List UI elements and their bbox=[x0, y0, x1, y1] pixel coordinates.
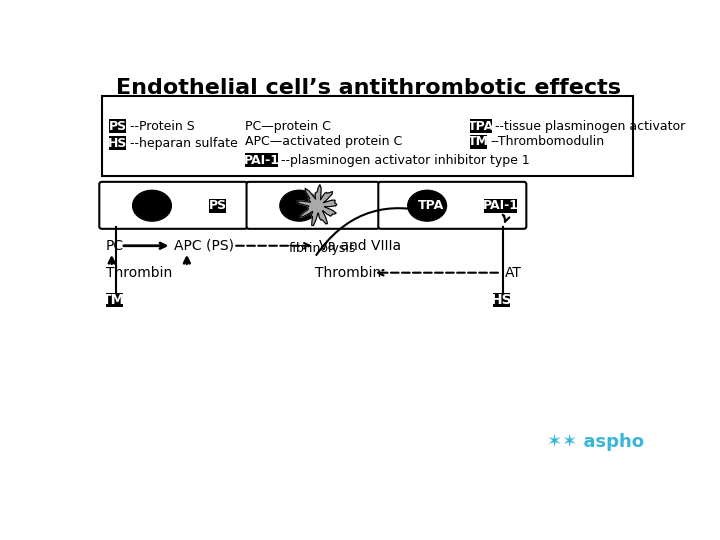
FancyBboxPatch shape bbox=[106, 293, 122, 307]
Text: TPA: TPA bbox=[418, 199, 444, 212]
FancyBboxPatch shape bbox=[378, 182, 526, 229]
FancyBboxPatch shape bbox=[493, 293, 510, 307]
Text: Va and VIIIa: Va and VIIIa bbox=[319, 239, 401, 253]
Text: --heparan sulfate: --heparan sulfate bbox=[130, 137, 238, 150]
Text: --Protein S: --Protein S bbox=[130, 120, 194, 133]
FancyBboxPatch shape bbox=[210, 199, 226, 213]
FancyBboxPatch shape bbox=[109, 119, 127, 133]
Text: Endothelial cell’s antithrombotic effects: Endothelial cell’s antithrombotic effect… bbox=[117, 78, 621, 98]
FancyBboxPatch shape bbox=[99, 182, 248, 229]
FancyBboxPatch shape bbox=[469, 119, 492, 133]
FancyBboxPatch shape bbox=[245, 153, 279, 167]
FancyBboxPatch shape bbox=[246, 182, 379, 229]
Text: Thrombin: Thrombin bbox=[315, 266, 381, 280]
FancyBboxPatch shape bbox=[484, 199, 518, 213]
Text: fibrinolysis: fibrinolysis bbox=[289, 241, 356, 254]
FancyBboxPatch shape bbox=[109, 137, 127, 150]
Text: TPA: TPA bbox=[468, 120, 494, 133]
FancyBboxPatch shape bbox=[469, 135, 487, 148]
Text: HS: HS bbox=[491, 293, 513, 307]
Text: AT: AT bbox=[505, 266, 521, 280]
FancyBboxPatch shape bbox=[420, 199, 442, 213]
Text: PAI-1: PAI-1 bbox=[482, 199, 518, 212]
Ellipse shape bbox=[280, 190, 319, 221]
Text: TM: TM bbox=[102, 293, 126, 307]
Text: PC—protein C: PC—protein C bbox=[245, 120, 331, 133]
Text: --Thrombomodulin: --Thrombomodulin bbox=[490, 136, 604, 148]
Text: PS: PS bbox=[209, 199, 227, 212]
Text: PC: PC bbox=[106, 239, 124, 253]
Polygon shape bbox=[297, 185, 337, 226]
Text: PS: PS bbox=[109, 120, 127, 133]
Ellipse shape bbox=[408, 190, 446, 221]
Text: APC (PS): APC (PS) bbox=[174, 239, 234, 253]
Text: ✶✶ aspho: ✶✶ aspho bbox=[547, 433, 644, 451]
Text: --plasminogen activator inhibitor type 1: --plasminogen activator inhibitor type 1 bbox=[282, 154, 530, 167]
Text: APC—activated protein C: APC—activated protein C bbox=[245, 136, 402, 148]
Text: Thrombin: Thrombin bbox=[106, 266, 172, 280]
Text: PAI-1: PAI-1 bbox=[243, 154, 279, 167]
Text: --tissue plasminogen activator: --tissue plasminogen activator bbox=[495, 120, 685, 133]
Text: TM: TM bbox=[468, 136, 489, 148]
Ellipse shape bbox=[132, 190, 171, 221]
Text: HS: HS bbox=[108, 137, 127, 150]
FancyBboxPatch shape bbox=[102, 96, 632, 177]
